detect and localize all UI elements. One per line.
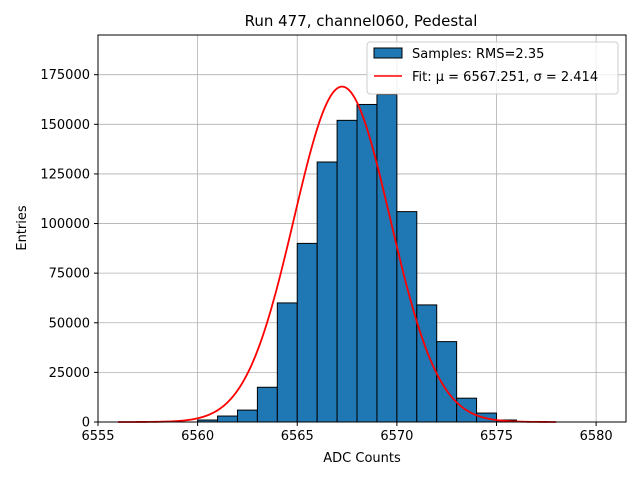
- x-tick-label: 6565: [281, 429, 314, 444]
- histogram-bar: [336, 119, 358, 423]
- y-tick-label: 150000: [40, 118, 90, 133]
- histogram-bar: [376, 94, 398, 423]
- legend-swatch-histogram: [373, 47, 403, 59]
- histogram-bar: [217, 415, 238, 423]
- histogram-bar: [276, 302, 298, 423]
- y-tick-label: 75000: [49, 267, 90, 282]
- legend-box: [366, 41, 619, 95]
- histogram-bar: [256, 386, 278, 423]
- y-tick-label: 50000: [49, 316, 90, 331]
- y-tick-label: 25000: [49, 366, 90, 381]
- x-tick-label: 6555: [81, 429, 114, 444]
- histogram-bar: [416, 304, 438, 423]
- y-tick-label: 175000: [40, 68, 90, 83]
- x-tick-label: 6580: [580, 429, 613, 444]
- x-tick-label: 6570: [380, 429, 413, 444]
- fit-curve: [117, 85, 557, 423]
- histogram-bar: [236, 409, 258, 423]
- y-axis-ticks: 0 25000 50000 75000 100000 125000 150000 175000: [40, 68, 98, 431]
- x-axis-ticks: 6555 6560 6565 6570 6575 6580: [81, 422, 613, 444]
- y-axis-label: Entries: [15, 205, 30, 251]
- histogram-bar: [396, 211, 418, 423]
- y-tick-label: 0: [82, 416, 90, 431]
- plot-frame: [97, 34, 627, 423]
- x-tick-label: 6575: [480, 429, 513, 444]
- histogram-bars: [197, 94, 517, 423]
- histogram-bar: [316, 161, 338, 423]
- chart-title: Run 477, channel060, Pedestal: [245, 12, 478, 30]
- x-tick-label: 6560: [181, 429, 214, 444]
- histogram-bar: [296, 242, 318, 423]
- fit-curve-group: [117, 85, 557, 423]
- legend-label-histogram: Samples: RMS=2.35: [412, 47, 544, 62]
- y-tick-label: 100000: [40, 217, 90, 232]
- y-tick-label: 125000: [40, 167, 90, 182]
- histogram-bar: [436, 341, 458, 423]
- x-axis-label: ADC Counts: [323, 451, 401, 466]
- legend: Samples: RMS=2.35 Fit: μ = 6567.251, σ =…: [366, 41, 619, 95]
- legend-label-fit: Fit: μ = 6567.251, σ = 2.414: [412, 70, 598, 85]
